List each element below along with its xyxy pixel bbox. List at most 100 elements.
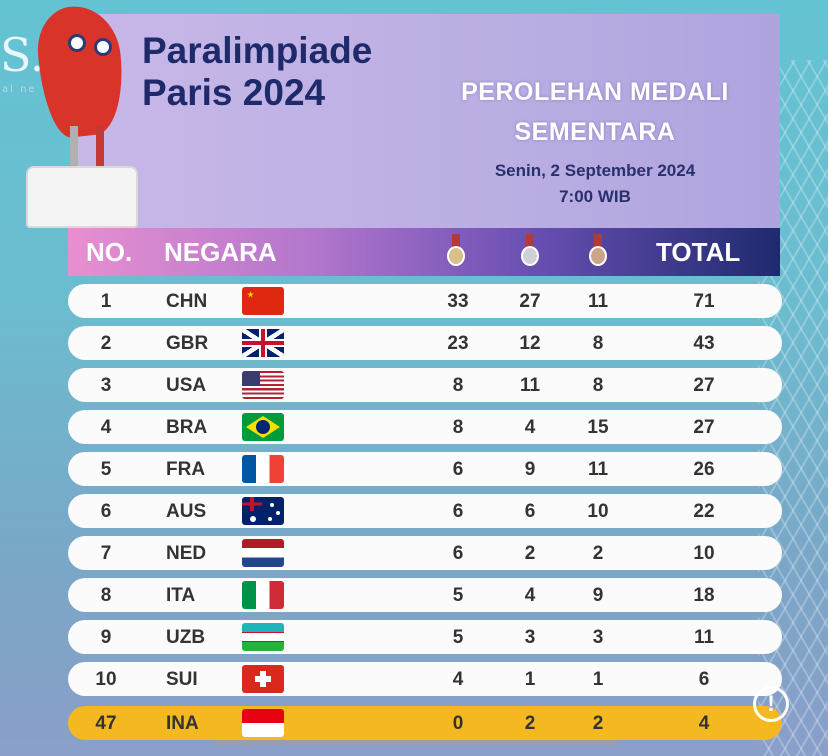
nation-code: AUS [166,501,207,522]
gold-medal-icon [445,234,467,268]
table-row: 8 ITA 5 4 9 18 [68,578,782,612]
rank: 7 [100,543,112,564]
switzerland-flag-icon [242,665,284,693]
italy-flag-icon [242,581,284,609]
table-row: 6 AUS 6 6 10 22 [68,494,782,528]
podium-pedestal [26,166,138,228]
bronze-count: 10 [587,501,609,522]
total-count: 10 [693,543,715,564]
brand-logo-fragment: S. [0,28,45,82]
date-text: Senin, 2 September 2024 [494,161,696,180]
mascot-eye [68,34,86,52]
mascot-illustration [26,2,146,228]
uzbekistan-flag-icon [242,623,284,651]
total-count: 27 [693,375,715,396]
table-row: 1 CHN 33 27 11 71 [68,284,782,318]
date-stamp: Senin, 2 September 2024 7:00 WIB [440,158,750,210]
nation-code: BRA [166,417,208,438]
france-flag-icon [242,455,284,483]
rank: 3 [100,375,112,396]
mascot-head [33,2,129,140]
bronze-count: 2 [592,543,604,564]
gold-count: 5 [452,627,464,648]
header-no: NO. [86,236,133,267]
indonesia-flag-icon [242,709,284,737]
silver-count: 27 [519,291,541,312]
nation-code: FRA [166,459,206,480]
brazil-flag-icon [242,413,284,441]
silver-count: 4 [524,585,536,606]
bronze-count: 2 [592,713,604,734]
total-count: 22 [693,501,715,522]
info-alert-button[interactable]: ! [753,686,789,722]
rank: 5 [100,459,112,480]
nation-code: CHN [166,291,208,312]
header-nation: NEGARA [164,236,277,267]
table-row-highlighted: 47 INA 0 2 2 4 [68,706,782,740]
total-count: 43 [693,333,715,354]
brand-tagline-fragment: al ne [2,84,37,95]
medal-table-header: NO. NEGARA TOTAL [68,228,780,276]
gold-count: 23 [447,333,469,354]
table-row: 7 NED 6 2 2 10 [68,536,782,570]
rank: 2 [100,333,112,354]
subtitle-line-1: PEROLEHAN MEDALI [461,78,729,106]
rank: 1 [100,291,112,312]
bronze-count: 11 [587,291,609,312]
nation-code: UZB [166,627,206,648]
total-count: 26 [693,459,715,480]
nation-code: GBR [166,333,209,354]
title-line-1: Paralimpiade [142,30,373,71]
page-title: Paralimpiade Paris 2024 [142,30,372,114]
time-text: 7:00 WIB [559,187,631,206]
gold-count: 6 [452,543,464,564]
bronze-count: 9 [592,585,604,606]
bronze-count: 8 [592,375,604,396]
silver-medal-icon [519,234,541,268]
table-row: 3 USA 8 11 8 27 [68,368,782,402]
mascot-leg [70,126,78,170]
silver-count: 1 [524,669,536,690]
rank: 10 [95,669,117,690]
gold-count: 6 [452,501,464,522]
silver-count: 4 [524,417,536,438]
rank: 9 [100,627,112,648]
nation-code: SUI [166,669,198,690]
total-count: 18 [693,585,715,606]
bronze-count: 1 [592,669,604,690]
gold-count: 5 [452,585,464,606]
uk-flag-icon [242,329,284,357]
title-line-2: Paris 2024 [142,72,326,113]
progress-scrollbar[interactable] [214,740,618,745]
rank: 8 [100,585,112,606]
bronze-count: 11 [587,459,609,480]
bronze-medal-icon [587,234,609,268]
bronze-count: 15 [587,417,609,438]
gold-count: 8 [452,375,464,396]
gold-count: 0 [452,713,464,734]
silver-count: 3 [524,627,536,648]
header-panel [70,14,780,228]
silver-count: 2 [524,713,536,734]
total-count: 4 [698,713,710,734]
bronze-count: 3 [592,627,604,648]
nation-code: NED [166,543,207,564]
gold-count: 4 [452,669,464,690]
silver-count: 11 [519,375,541,396]
table-row: 9 UZB 5 3 3 11 [68,620,782,654]
australia-flag-icon [242,497,284,525]
mascot-leg [96,126,104,170]
china-flag-icon [242,287,284,315]
subtitle: PEROLEHAN MEDALI SEMENTARA [440,72,750,152]
total-count: 6 [698,669,710,690]
total-count: 71 [693,291,715,312]
netherlands-flag-icon [242,539,284,567]
gold-count: 8 [452,417,464,438]
rank: 6 [100,501,112,522]
gold-count: 33 [447,291,469,312]
silver-count: 2 [524,543,536,564]
nation-code: INA [166,713,199,734]
gold-count: 6 [452,459,464,480]
total-count: 11 [693,627,715,648]
silver-count: 6 [524,501,536,522]
